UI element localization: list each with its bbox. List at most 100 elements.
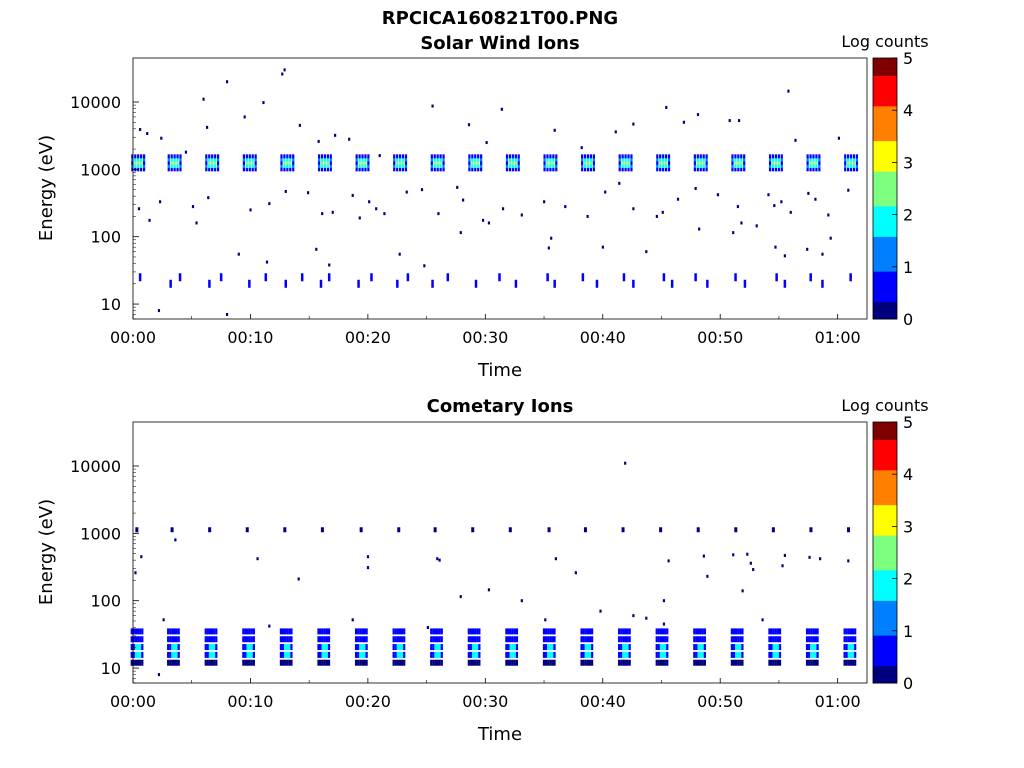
- burst-cell: [618, 164, 621, 169]
- burst-cell: [732, 659, 736, 666]
- burst-cell: [317, 167, 321, 172]
- burst-cell: [622, 659, 625, 666]
- burst-cell: [432, 644, 435, 651]
- burst-cell: [628, 628, 631, 635]
- burst-cell: [630, 167, 633, 172]
- burst-cell: [321, 651, 324, 658]
- burst-cell: [403, 659, 406, 666]
- burst-cell: [774, 154, 778, 159]
- burst-cell: [396, 636, 399, 643]
- cometary-panel: Cometary Ions Log counts Time Energy (eV…: [36, 396, 929, 745]
- burst-cell: [279, 659, 282, 666]
- low-energy-event: [138, 273, 142, 282]
- sparse-point: [661, 210, 664, 214]
- burst-cell: [210, 659, 214, 666]
- burst-cell: [586, 644, 589, 651]
- burst-cell: [132, 659, 135, 666]
- sparse-point: [806, 247, 809, 251]
- burst-cell: [245, 167, 248, 172]
- burst-cell: [205, 160, 208, 165]
- burst-cell: [584, 644, 587, 651]
- sparse-point: [225, 312, 229, 316]
- colorbar-tick-label: 4: [903, 101, 913, 120]
- burst-cell: [354, 659, 358, 666]
- sparse-point: [348, 137, 351, 141]
- sparse-point: [225, 80, 229, 84]
- burst-cell: [170, 167, 173, 172]
- colorbar-tick-label: 1: [903, 258, 913, 277]
- burst-cell: [398, 644, 402, 651]
- burst-cell: [624, 659, 627, 666]
- colorbar-tick-label: 5: [903, 413, 913, 432]
- burst-cell: [626, 644, 629, 651]
- burst-cell: [471, 160, 474, 165]
- burst-cell: [508, 167, 512, 172]
- burst-cell: [666, 636, 669, 643]
- burst-cell: [517, 164, 520, 169]
- burst-cell: [404, 160, 408, 165]
- low-energy-event: [300, 273, 304, 282]
- burst-cell: [130, 659, 133, 666]
- burst-cell: [179, 157, 182, 162]
- burst-cell: [242, 167, 246, 172]
- burst-cell: [588, 651, 592, 658]
- burst-cell: [179, 167, 182, 172]
- burst-cell: [543, 167, 546, 172]
- colorbar-cell: [873, 127, 897, 133]
- burst-cell: [656, 164, 659, 169]
- burst-cell: [430, 644, 433, 651]
- colorbar-cell: [873, 175, 897, 181]
- burst-cell: [436, 160, 439, 165]
- burst-cell: [588, 636, 592, 643]
- sparse-point: [696, 113, 700, 117]
- burst-cell: [854, 636, 857, 643]
- burst-cell: [179, 164, 182, 169]
- burst-cell: [175, 651, 178, 658]
- burst-cell: [205, 157, 208, 162]
- burst-cell: [436, 154, 439, 159]
- burst-cell: [847, 157, 850, 162]
- burst-cell: [552, 157, 555, 162]
- burst-cell: [730, 651, 733, 658]
- burst-cell: [586, 651, 589, 658]
- burst-cell: [131, 164, 134, 169]
- burst-cell: [171, 659, 174, 666]
- sparse-point: [148, 218, 151, 222]
- burst-cell: [361, 628, 364, 635]
- colorbar-cell: [873, 262, 897, 268]
- burst-cell: [142, 160, 146, 165]
- burst-cell: [206, 636, 209, 643]
- sparse-point: [265, 260, 269, 264]
- sparse-point: [202, 97, 205, 101]
- burst-cell: [319, 651, 322, 658]
- colorbar-cell: [873, 556, 897, 562]
- burst-cell: [818, 160, 821, 165]
- colorbar-cell: [873, 539, 897, 545]
- burst-cell: [809, 167, 812, 172]
- sparse-point: [789, 210, 792, 214]
- burst-cell: [476, 636, 479, 643]
- high-energy-event: [547, 527, 551, 533]
- burst-cell: [592, 157, 595, 162]
- burst-cell: [286, 651, 289, 658]
- burst-cell: [701, 659, 704, 666]
- burst-cell: [843, 644, 846, 651]
- sparse-point: [645, 250, 648, 254]
- burst-cell: [814, 659, 817, 666]
- burst-cell: [622, 644, 625, 651]
- burst-cell: [319, 659, 322, 666]
- burst-cell: [467, 636, 470, 643]
- burst-cell: [365, 644, 368, 651]
- burst-cell: [655, 659, 658, 666]
- burst-cell: [513, 628, 516, 635]
- burst-cell: [477, 160, 480, 165]
- burst-cell: [661, 636, 665, 643]
- burst-cell: [511, 157, 514, 162]
- cometary-xlabel: Time: [477, 724, 522, 745]
- colorbar-cell: [873, 84, 897, 89]
- burst-cell: [280, 164, 283, 169]
- colorbar-cell: [873, 674, 897, 680]
- burst-cell: [806, 167, 809, 172]
- colorbar-cell: [873, 305, 897, 311]
- burst-cell: [515, 659, 519, 666]
